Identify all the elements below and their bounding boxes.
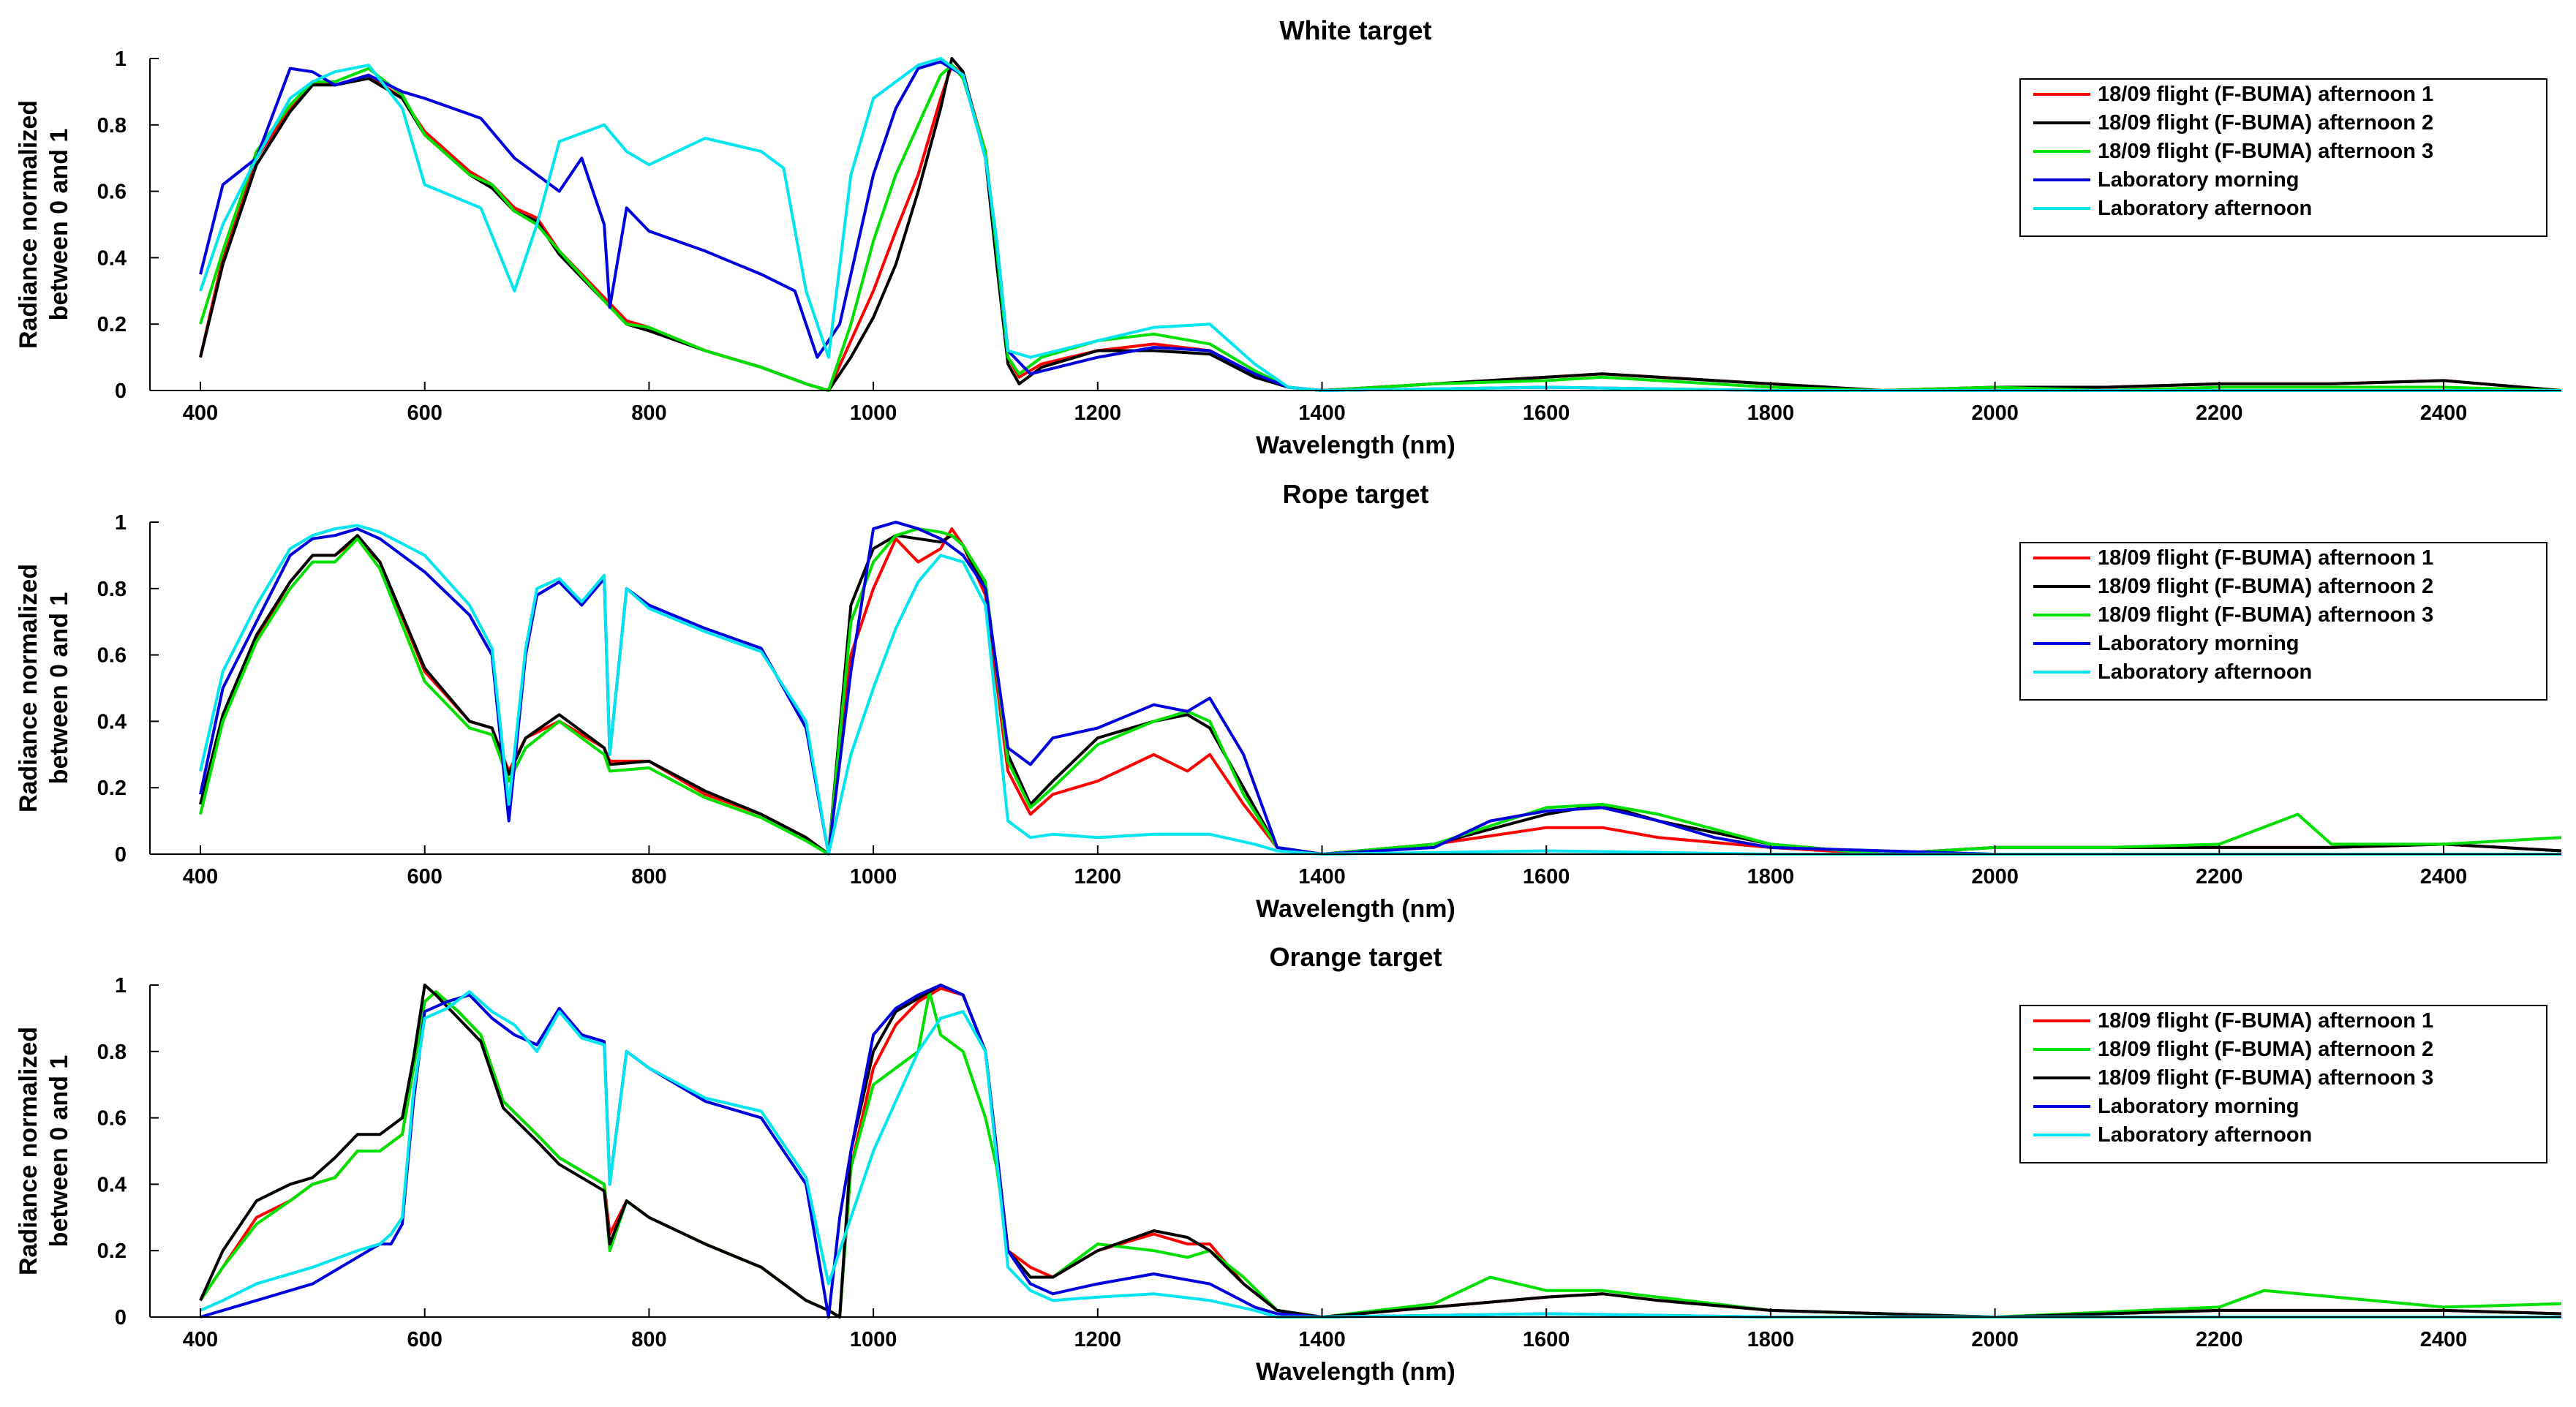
- series-line-4: [199, 521, 2561, 856]
- x-tick-label: 600: [407, 401, 442, 425]
- x-tick-label: 1400: [1298, 401, 1346, 425]
- legend-label-2: 18/09 flight (F-BUMA) afternoon 2: [2098, 1038, 2433, 1061]
- x-tick-label: 2400: [2420, 401, 2468, 425]
- series-line-5: [199, 57, 2561, 392]
- y-tick-label: 0.6: [97, 644, 127, 668]
- chart-panel-2: 400 600 800 1000 1200 1400 1600 1800 2000 2200 240…: [15, 479, 2561, 923]
- x-tick-label: 1400: [1298, 1328, 1346, 1351]
- series-line-5: [200, 990, 2561, 1319]
- x-tick-label: 2000: [1971, 401, 2019, 425]
- y-tick-label: 0: [115, 1306, 127, 1329]
- y-axis-label-line-2: between 0 and 1: [45, 592, 73, 785]
- chart-panel-3: 400 600 800 1000 1200 1400 1600 1800 2000 2200 240…: [15, 942, 2561, 1386]
- y-tick-label: 1: [115, 511, 127, 535]
- legend-label-1: 18/09 flight (F-BUMA) afternoon 1: [2098, 1009, 2433, 1033]
- x-tick-label: 800: [631, 1328, 666, 1351]
- series-group: [199, 57, 2561, 392]
- y-tick-label: 0.2: [97, 1240, 127, 1263]
- x-tick-label: 2400: [2420, 1328, 2468, 1351]
- legend-label-1: 18/09 flight (F-BUMA) afternoon 1: [2098, 546, 2433, 570]
- y-tick-label: 0.6: [97, 181, 127, 204]
- x-axis-label: Wavelength (nm): [1256, 1358, 1455, 1386]
- legend-label-4: Laboratory morning: [2098, 1095, 2300, 1118]
- y-axis-label-line-2: between 0 and 1: [45, 129, 73, 321]
- legend-label-4: Laboratory morning: [2098, 168, 2300, 192]
- x-tick-label: 2000: [1971, 865, 2019, 889]
- legend-label-3: 18/09 flight (F-BUMA) afternoon 3: [2098, 140, 2433, 163]
- x-tick-label: 1600: [1523, 865, 1570, 889]
- y-tick-label: 0.2: [97, 313, 127, 336]
- series-line-4: [199, 60, 2561, 392]
- x-tick-label: 2200: [2196, 401, 2243, 425]
- series-group: [199, 984, 2561, 1319]
- y-tick-label: 0.8: [97, 114, 127, 137]
- legend-box: [2019, 1005, 2547, 1163]
- series-group: [199, 521, 2561, 856]
- legend-label-2: 18/09 flight (F-BUMA) afternoon 2: [2098, 111, 2433, 135]
- x-tick-label: 1600: [1523, 1328, 1570, 1351]
- x-tick-label: 2400: [2420, 865, 2468, 889]
- legend-label-5: Laboratory afternoon: [2098, 197, 2312, 220]
- y-tick-label: 0.6: [97, 1107, 127, 1131]
- series-line-5: [199, 524, 2561, 856]
- legend-label-1: 18/09 flight (F-BUMA) afternoon 1: [2098, 83, 2433, 106]
- y-tick-label: 0.4: [97, 246, 127, 270]
- legend-box: [2019, 542, 2547, 701]
- x-tick-label: 400: [183, 865, 218, 889]
- x-tick-label: 1800: [1747, 401, 1795, 425]
- chart-title: White target: [1279, 15, 1431, 45]
- x-tick-label: 1200: [1074, 865, 1122, 889]
- x-tick-label: 1400: [1298, 865, 1346, 889]
- legend-label-5: Laboratory afternoon: [2098, 660, 2312, 684]
- x-tick-label: 2000: [1971, 1328, 2019, 1351]
- chart-title: Rope target: [1282, 479, 1428, 509]
- y-tick-label: 0.4: [97, 1173, 127, 1196]
- x-tick-label: 800: [631, 401, 666, 425]
- x-tick-label: 400: [183, 1328, 218, 1351]
- y-tick-label: 1: [115, 48, 127, 71]
- legend-label-3: 18/09 flight (F-BUMA) afternoon 3: [2098, 1066, 2433, 1090]
- x-tick-label: 1000: [850, 1328, 897, 1351]
- series-line-3: [199, 527, 2561, 856]
- x-axis-label: Wavelength (nm): [1256, 431, 1455, 459]
- x-tick-label: 400: [183, 401, 218, 425]
- x-tick-label: 2200: [2196, 1328, 2243, 1351]
- y-tick-label: 0.4: [97, 710, 127, 733]
- y-axis-label-line-1: Radiance normalized: [15, 1027, 42, 1275]
- x-tick-label: 1600: [1523, 401, 1570, 425]
- x-tick-label: 1800: [1747, 865, 1795, 889]
- y-axis-label-line-1: Radiance normalized: [15, 564, 42, 812]
- legend-box: [2019, 78, 2547, 237]
- chart-panel-1: 400 600 800 1000 1200 1400 1600 1800 2000 2200 240…: [15, 15, 2561, 459]
- series-line-2: [199, 990, 2561, 1319]
- y-tick-label: 0.2: [97, 777, 127, 800]
- legend-label-3: 18/09 flight (F-BUMA) afternoon 3: [2098, 603, 2433, 627]
- x-tick-label: 1200: [1074, 1328, 1122, 1351]
- x-tick-label: 600: [407, 1328, 442, 1351]
- x-tick-label: 1800: [1747, 1328, 1795, 1351]
- series-line-3: [199, 64, 2561, 392]
- x-tick-label: 600: [407, 865, 442, 889]
- y-tick-label: 0.8: [97, 578, 127, 601]
- x-tick-label: 1000: [850, 401, 897, 425]
- legend-label-2: 18/09 flight (F-BUMA) afternoon 2: [2098, 575, 2433, 598]
- y-tick-label: 0: [115, 380, 127, 403]
- x-tick-label: 1000: [850, 865, 897, 889]
- y-tick-label: 0: [115, 843, 127, 867]
- x-axis-label: Wavelength (nm): [1256, 895, 1455, 923]
- chart-title: Orange target: [1269, 942, 1442, 972]
- y-axis-label-line-1: Radiance normalized: [15, 100, 42, 349]
- legend-label-4: Laboratory morning: [2098, 632, 2300, 655]
- x-tick-label: 800: [631, 865, 666, 889]
- y-tick-label: 1: [115, 974, 127, 997]
- legend-label-5: Laboratory afternoon: [2098, 1123, 2312, 1147]
- x-tick-label: 2200: [2196, 865, 2243, 889]
- y-tick-label: 0.8: [97, 1041, 127, 1064]
- y-axis-label-line-2: between 0 and 1: [45, 1055, 73, 1248]
- x-tick-label: 1200: [1074, 401, 1122, 425]
